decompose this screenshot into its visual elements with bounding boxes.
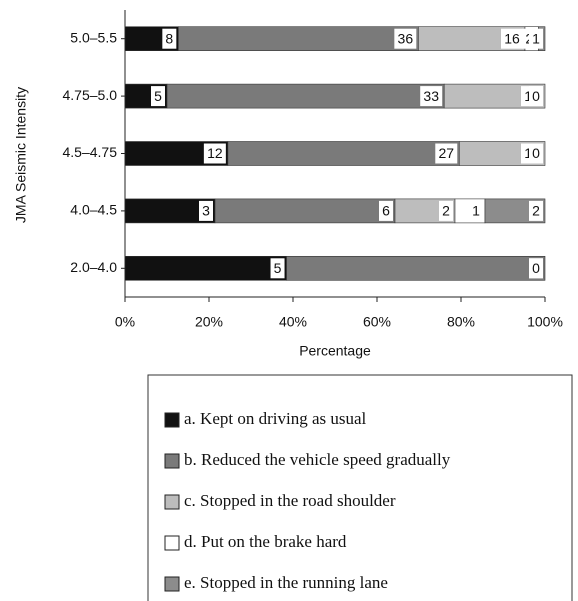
value-label: 27 xyxy=(438,145,454,161)
y-tick-label: 4.5–4.75 xyxy=(63,144,118,160)
value-label-bg xyxy=(270,258,285,279)
legend-box xyxy=(147,374,573,601)
value-label: 0 xyxy=(532,88,540,104)
value-label-bg xyxy=(420,86,443,107)
value-label: 3 xyxy=(202,203,210,219)
legend-swatch xyxy=(164,453,180,469)
value-label: 2 xyxy=(532,203,540,219)
x-tick-label: 80% xyxy=(447,314,475,330)
y-axis-label: JMA Seismic Intensity xyxy=(13,87,29,223)
value-label: 2 xyxy=(442,203,450,219)
y-tick-label: 4.75–5.0 xyxy=(63,87,118,103)
value-label-bg xyxy=(203,143,226,164)
value-label: 0 xyxy=(532,260,540,276)
value-label: 16 xyxy=(504,30,520,46)
legend-swatch xyxy=(164,535,180,551)
value-label: 1 xyxy=(472,203,480,219)
value-label-bg xyxy=(529,143,543,164)
value-label-bg xyxy=(469,200,483,221)
value-label: 5 xyxy=(274,260,282,276)
x-tick-label: 20% xyxy=(195,314,223,330)
value-label-bg xyxy=(379,200,393,221)
bar-segment xyxy=(178,26,419,52)
x-axis-label: Percentage xyxy=(299,343,371,359)
x-tick-label: 0% xyxy=(115,314,135,330)
value-label: 33 xyxy=(423,88,439,104)
value-label-bg xyxy=(151,86,165,107)
legend-label: d. Put on the brake hard xyxy=(184,532,347,551)
value-label-bg xyxy=(529,28,543,49)
value-label: 36 xyxy=(398,30,414,46)
value-label-bg xyxy=(435,143,458,164)
value-label-bg xyxy=(199,200,213,221)
legend-swatch xyxy=(164,494,180,510)
value-label-bg xyxy=(529,200,543,221)
y-tick-label: 5.0–5.5 xyxy=(70,29,117,45)
bar-segment xyxy=(286,255,546,281)
x-tick-label: 60% xyxy=(363,314,391,330)
value-label: 6 xyxy=(382,203,390,219)
legend-label: e. Stopped in the running lane xyxy=(184,573,388,592)
y-tick-label: 4.0–4.5 xyxy=(70,202,117,218)
y-tick-label: 2.0–4.0 xyxy=(70,259,117,275)
value-label: 5 xyxy=(154,88,162,104)
value-label-bg xyxy=(501,28,523,49)
value-label-bg xyxy=(162,28,177,49)
legend-swatch xyxy=(164,412,180,428)
bar-segment xyxy=(227,141,460,166)
legend-label: c. Stopped in the road shoulder xyxy=(184,491,396,510)
legend-swatch xyxy=(164,576,180,592)
value-label-bg xyxy=(529,258,543,279)
value-label: 8 xyxy=(165,30,173,46)
bar-segment xyxy=(214,198,396,224)
bar-segment xyxy=(166,83,445,109)
x-tick-label: 100% xyxy=(527,314,563,330)
x-tick-label: 40% xyxy=(279,314,307,330)
bar-segment xyxy=(124,255,287,281)
value-label: 0 xyxy=(532,145,540,161)
value-label: 12 xyxy=(207,145,223,161)
value-label-bg xyxy=(529,86,543,107)
value-label-bg xyxy=(394,28,417,49)
value-label-bg xyxy=(439,200,453,221)
value-label: 1 xyxy=(532,30,540,46)
legend-label: b. Reduced the vehicle speed gradually xyxy=(184,450,451,469)
legend-label: a. Kept on driving as usual xyxy=(184,409,367,428)
